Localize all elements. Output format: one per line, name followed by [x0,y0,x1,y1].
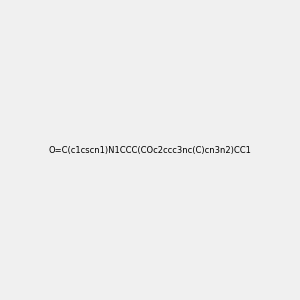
Text: O=C(c1cscn1)N1CCC(COc2ccc3nc(C)cn3n2)CC1: O=C(c1cscn1)N1CCC(COc2ccc3nc(C)cn3n2)CC1 [49,146,251,154]
